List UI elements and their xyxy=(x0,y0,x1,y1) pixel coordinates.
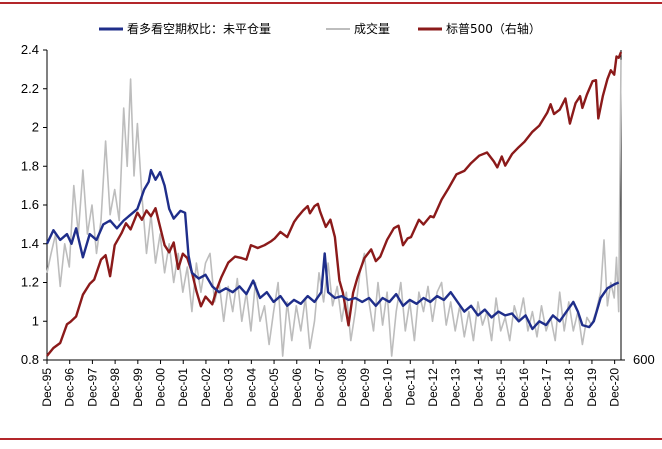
series-line-2 xyxy=(46,51,623,357)
x-tick-label: Dec-98 xyxy=(108,368,122,407)
x-tick-label: Dec-20 xyxy=(608,368,622,407)
x-tick-label: Dec-11 xyxy=(403,368,417,406)
x-tick-label: Dec-13 xyxy=(449,368,463,407)
x-tick-label: Dec-07 xyxy=(312,368,326,407)
legend-label: 看多看空期权比：未平仓量 xyxy=(127,22,271,36)
x-tick-label: Dec-04 xyxy=(244,368,258,407)
x-tick-label: Dec-01 xyxy=(176,368,190,407)
x-tick-label: Dec-08 xyxy=(335,368,349,407)
x-tick-label: Dec-02 xyxy=(199,368,213,407)
x-tick-label: Dec-95 xyxy=(40,368,54,407)
x-tick-label: Dec-05 xyxy=(267,368,281,407)
x-tick-label: Dec-99 xyxy=(131,368,145,407)
x-tick-label: Dec-19 xyxy=(585,368,599,407)
x-tick-label: Dec-12 xyxy=(426,368,440,407)
x-tick-label: Dec-10 xyxy=(381,368,395,407)
y-tick-label: 1.4 xyxy=(21,236,39,251)
x-tick-label: Dec-14 xyxy=(471,368,485,407)
x-tick-label: Dec-17 xyxy=(540,368,554,407)
x-tick-label: Dec-96 xyxy=(63,368,77,407)
y-tick-label: 1.2 xyxy=(21,275,39,290)
series-line-1 xyxy=(46,59,622,357)
x-tick-label: Dec-97 xyxy=(85,368,99,407)
legend: 看多看空期权比：未平仓量 成交量 标普500（右轴） xyxy=(99,21,541,36)
y-tick-label: 2 xyxy=(32,120,39,135)
legend-label: 标普500（右轴） xyxy=(446,21,541,36)
x-tick-label: Dec-03 xyxy=(222,368,236,407)
x-tick-label: Dec-16 xyxy=(517,368,531,407)
y-tick-label: 1.8 xyxy=(21,158,39,173)
y-tick-label: 0.8 xyxy=(21,352,39,367)
y-tick-label: 1 xyxy=(32,313,39,328)
x-tick-label: Dec-00 xyxy=(154,368,168,407)
series-line-0 xyxy=(45,168,620,331)
x-tick-label: Dec-18 xyxy=(562,368,576,407)
x-tick-label: Dec-06 xyxy=(290,368,304,407)
top-rule xyxy=(0,2,662,4)
legend-label: 成交量 xyxy=(354,21,390,36)
y-tick-label: 2.4 xyxy=(21,42,39,57)
bottom-rule xyxy=(0,438,662,440)
y-tick-label: 1.6 xyxy=(21,197,39,212)
x-tick-label: Dec-09 xyxy=(358,368,372,407)
y2-tick-label: 600 xyxy=(633,352,655,367)
x-tick-label: Dec-15 xyxy=(494,368,508,407)
y-tick-label: 2.2 xyxy=(21,81,39,96)
